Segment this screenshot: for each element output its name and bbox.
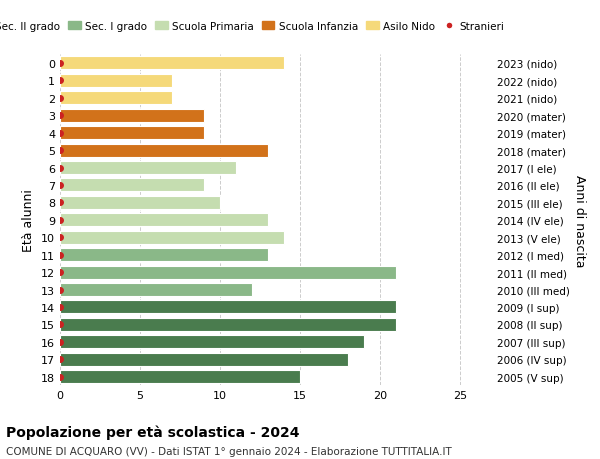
Bar bbox=[60, 283, 252, 297]
Legend: Sec. II grado, Sec. I grado, Scuola Primaria, Scuola Infanzia, Asilo Nido, Stran: Sec. II grado, Sec. I grado, Scuola Prim… bbox=[0, 17, 509, 36]
Bar bbox=[60, 162, 236, 175]
Bar bbox=[60, 75, 172, 88]
Bar bbox=[60, 127, 204, 140]
Bar bbox=[60, 57, 284, 70]
Bar bbox=[60, 336, 364, 348]
Bar bbox=[60, 318, 396, 331]
Bar bbox=[60, 249, 268, 262]
Bar bbox=[60, 231, 284, 244]
Bar bbox=[60, 353, 348, 366]
Bar bbox=[60, 370, 300, 383]
Bar bbox=[60, 301, 396, 314]
Bar bbox=[60, 196, 220, 209]
Bar bbox=[60, 109, 204, 123]
Bar bbox=[60, 179, 204, 192]
Bar bbox=[60, 214, 268, 227]
Bar bbox=[60, 92, 172, 105]
Text: Popolazione per età scolastica - 2024: Popolazione per età scolastica - 2024 bbox=[6, 425, 299, 439]
Bar bbox=[60, 266, 396, 279]
Text: COMUNE DI ACQUARO (VV) - Dati ISTAT 1° gennaio 2024 - Elaborazione TUTTITALIA.IT: COMUNE DI ACQUARO (VV) - Dati ISTAT 1° g… bbox=[6, 446, 452, 456]
Y-axis label: Età alunni: Età alunni bbox=[22, 189, 35, 252]
Bar bbox=[60, 144, 268, 157]
Y-axis label: Anni di nascita: Anni di nascita bbox=[574, 174, 586, 267]
